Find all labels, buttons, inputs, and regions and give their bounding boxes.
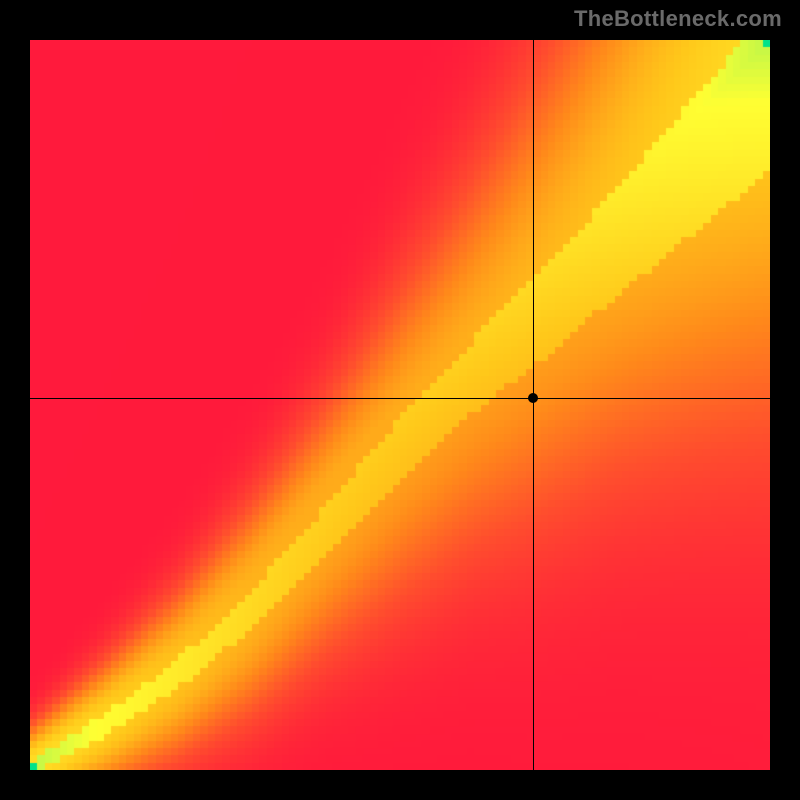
heatmap-canvas	[30, 40, 770, 770]
crosshair-vertical	[533, 40, 534, 770]
watermark-text: TheBottleneck.com	[574, 6, 782, 32]
marker-dot	[528, 393, 538, 403]
heatmap-plot-area	[30, 40, 770, 770]
chart-container: { "watermark": { "text": "TheBottleneck.…	[0, 0, 800, 800]
crosshair-horizontal	[30, 398, 770, 399]
